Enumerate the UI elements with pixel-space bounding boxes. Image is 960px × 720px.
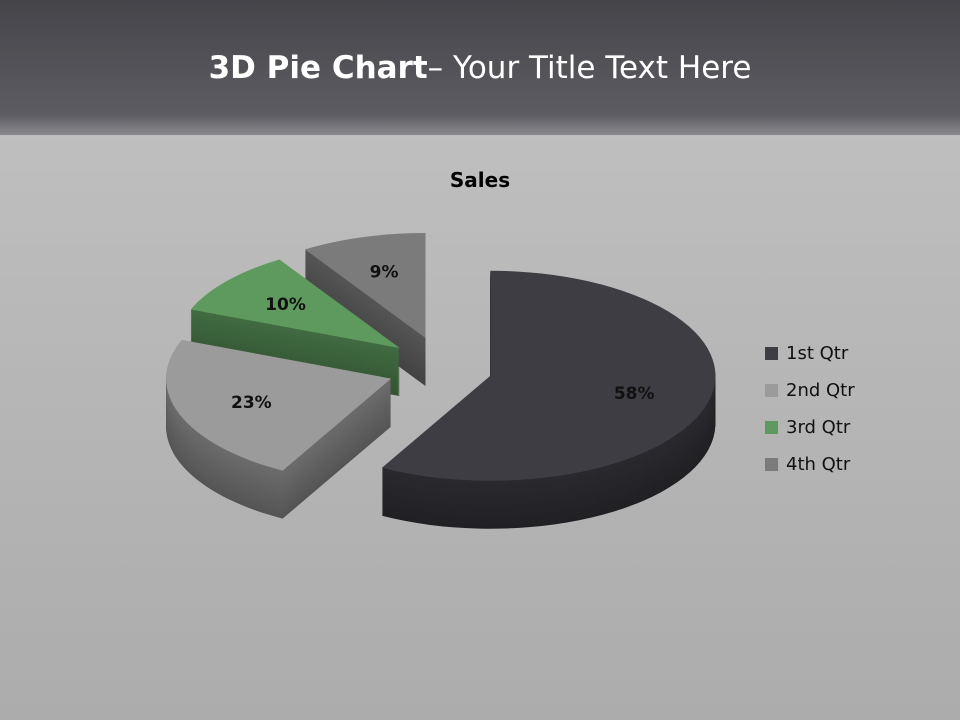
legend-item-3: 3rd Qtr bbox=[765, 409, 855, 446]
data-label: 23% bbox=[231, 393, 272, 413]
slide-header bbox=[0, 0, 960, 135]
chart-title: Sales bbox=[449, 168, 511, 192]
pie-slice-3 bbox=[190, 259, 400, 397]
legend: 1st Qtr 2nd Qtr 3rd Qtr 4th Qtr bbox=[765, 335, 855, 483]
legend-swatch bbox=[765, 458, 778, 471]
legend-label: 2nd Qtr bbox=[786, 380, 855, 401]
title-bold: 3D Pie Chart bbox=[208, 50, 428, 86]
slice-top bbox=[381, 270, 716, 481]
legend-label: 1st Qtr bbox=[786, 343, 849, 364]
legend-swatch bbox=[765, 421, 778, 434]
legend-item-1: 1st Qtr bbox=[765, 335, 855, 372]
pie-slice-2 bbox=[166, 339, 392, 519]
pie-slice-1 bbox=[381, 270, 716, 529]
legend-swatch bbox=[765, 384, 778, 397]
legend-label: 4th Qtr bbox=[786, 454, 851, 475]
legend-label: 3rd Qtr bbox=[786, 417, 851, 438]
slice-top bbox=[190, 259, 400, 349]
data-label: 9% bbox=[370, 262, 399, 282]
data-label: 58% bbox=[614, 384, 655, 404]
slice-top bbox=[304, 233, 426, 339]
legend-item-4: 4th Qtr bbox=[765, 446, 855, 483]
data-label: 10% bbox=[265, 295, 306, 315]
legend-item-2: 2nd Qtr bbox=[765, 372, 855, 409]
legend-swatch bbox=[765, 347, 778, 360]
slide-title: 3D Pie Chart– Your Title Text Here bbox=[0, 50, 960, 86]
title-rest: – Your Title Text Here bbox=[427, 50, 752, 86]
slice-top bbox=[166, 339, 392, 471]
